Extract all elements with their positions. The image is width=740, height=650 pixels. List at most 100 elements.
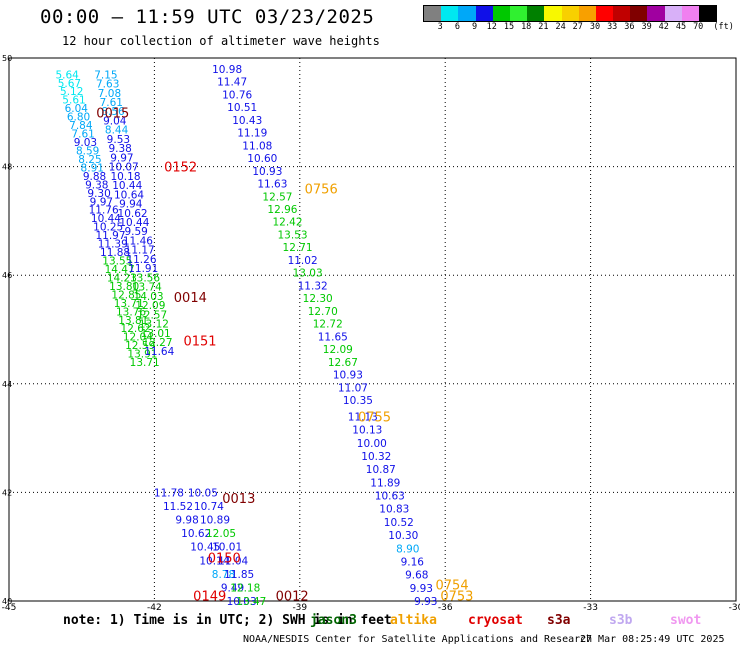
wave-height-value: 14.23	[107, 272, 137, 284]
wave-height-value: 5.64	[55, 69, 79, 81]
color-scale-unit: (ft)	[713, 22, 734, 32]
color-swatch	[475, 6, 493, 21]
color-swatch	[578, 6, 596, 21]
wave-height-value: 11.85	[224, 569, 254, 581]
color-swatch	[527, 6, 545, 21]
wave-height-value: 10.93	[252, 166, 282, 178]
wave-height-value: 9.93	[414, 596, 437, 608]
wave-height-value: 13.03	[293, 268, 323, 280]
units-note: note: 1) Time is in UTC; 2) SWH is in fe…	[63, 613, 392, 628]
wave-height-value: 11.52	[163, 501, 193, 513]
wave-height-value: 13.74	[132, 282, 162, 294]
wave-height-value: 11.65	[318, 331, 348, 343]
color-swatch	[681, 6, 699, 21]
x-tick-label: -30	[729, 603, 740, 613]
wave-height-value: 11.91	[128, 263, 158, 275]
color-scale-tick: 45	[675, 22, 687, 32]
wave-height-value: 10.62	[181, 528, 211, 540]
pass-time-label: 0015	[96, 106, 129, 121]
wave-height-value: 11.08	[242, 140, 272, 152]
color-scale-tick: 15	[503, 22, 515, 32]
color-scale-bar	[423, 5, 718, 22]
wave-height-value: 12.04	[123, 332, 153, 344]
wave-height-value: 9.97	[90, 196, 113, 208]
wave-height-value: 10.00	[357, 438, 387, 450]
wave-height-value: 12.71	[283, 242, 313, 254]
wave-height-value: 12.30	[303, 293, 333, 305]
wave-height-value: 10.98	[212, 64, 242, 76]
color-swatch	[595, 6, 614, 21]
wave-height-value: 10.25	[93, 222, 123, 234]
wave-height-value: 12.59	[125, 340, 155, 352]
wave-height-value: 11.97	[95, 230, 125, 242]
wave-height-value: 5.67	[58, 78, 81, 90]
wave-height-value: 8.59	[76, 145, 99, 157]
wave-height-value: 13.76	[116, 306, 146, 318]
color-scale-tick: 39	[641, 22, 652, 32]
y-tick-label: 50	[2, 54, 12, 63]
wave-height-value: 13.12	[139, 319, 169, 331]
color-scale-tick: 6	[454, 22, 460, 32]
wave-height-value: 11.04	[218, 555, 248, 567]
pass-time-label: 0755	[358, 410, 391, 425]
wave-height-value: 11.46	[123, 235, 153, 247]
color-swatch	[647, 6, 665, 21]
wave-height-value: 12.62	[121, 323, 151, 335]
color-scale-tick: 33	[607, 22, 618, 32]
wave-height-value: 10.13	[352, 425, 382, 437]
pass-time-label: 0149	[193, 590, 226, 605]
mission-legend-item: s3a	[547, 613, 571, 628]
wave-height-value: 10.63	[375, 491, 405, 503]
x-tick-label: -36	[438, 603, 453, 613]
color-scale-tick: 36	[624, 22, 635, 32]
wave-height-value: 9.03	[74, 137, 97, 149]
wave-height-value: 8.25	[78, 154, 101, 166]
wave-height-value: 9.68	[405, 570, 428, 582]
wave-height-value: 13.71	[114, 298, 144, 310]
wave-height-value: 9.94	[119, 199, 143, 211]
pass-time-label: 0754	[436, 579, 469, 594]
wave-height-value: 13.53	[277, 229, 307, 241]
wave-height-value: 12.27	[142, 337, 172, 349]
wave-height-value: 13.56	[130, 272, 160, 284]
pass-time-label: 0014	[174, 291, 207, 306]
wave-height-value: 14.47	[105, 264, 135, 276]
color-swatch	[664, 6, 682, 21]
wave-height-value: 11.13	[348, 411, 378, 423]
mission-legend-item: swot	[670, 613, 702, 628]
wave-height-value: 6.04	[65, 103, 89, 115]
wave-height-value: 10.44	[119, 217, 149, 229]
color-swatch	[509, 6, 528, 21]
wave-height-value: 7.61	[100, 97, 123, 109]
y-tick-label: 42	[2, 488, 12, 497]
wave-height-value: 12.57	[262, 191, 292, 203]
wave-height-value: 9.16	[401, 556, 425, 568]
wave-height-value: 9.53	[107, 134, 130, 146]
wave-height-value: 9.04	[103, 115, 127, 127]
color-scale-labels: 3 6 9 12 15 18 21 24 27 30 33 36 39 42 45 70 (ft)	[423, 22, 734, 34]
x-tick-label: -39	[292, 603, 307, 613]
wave-height-value: 11.89	[370, 477, 400, 489]
pass-time-label: 0012	[276, 590, 309, 605]
wave-height-value: 12.09	[323, 344, 353, 356]
wave-height-value: 10.64	[114, 189, 144, 201]
wave-height-value: 11.17	[125, 245, 155, 257]
wave-height-value: 10.74	[194, 501, 224, 513]
color-scale-tick: 12	[486, 22, 497, 32]
wave-height-value: 12.42	[272, 217, 302, 229]
wave-height-value: 8.90	[396, 543, 419, 555]
wave-height-value: 10.05	[188, 487, 218, 499]
color-scale-tick: 70	[693, 22, 704, 32]
wave-height-value: 11.39	[98, 239, 128, 251]
wave-height-value: 13.81	[118, 315, 148, 327]
wave-height-value: 11.07	[338, 382, 368, 394]
wave-height-value: 11.47	[217, 77, 247, 89]
wave-height-value: 8.78	[212, 569, 235, 581]
wave-height-value: 11.64	[144, 346, 174, 358]
color-scale-tick: 30	[589, 22, 601, 32]
pass-time-label: 0756	[305, 182, 338, 197]
wave-height-value: 13.47	[236, 596, 266, 608]
color-scale-tick: 18	[521, 22, 532, 32]
pass-time-label: 0753	[440, 590, 473, 605]
